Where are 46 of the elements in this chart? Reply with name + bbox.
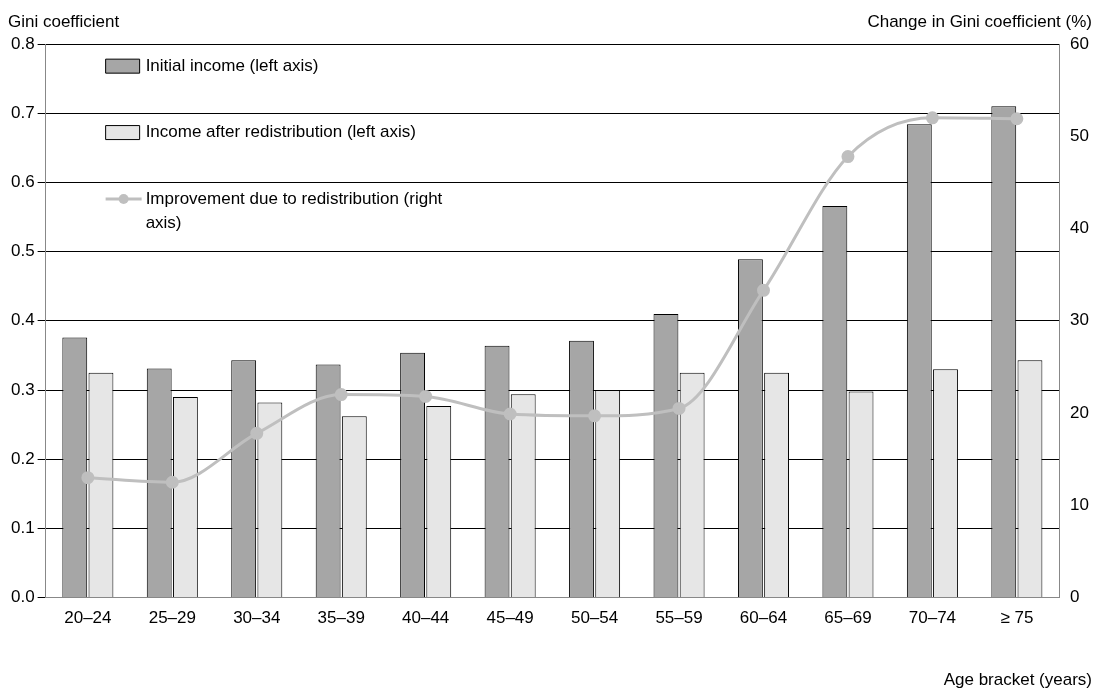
x-tick-label: ≥ 75 [1000,608,1034,628]
y-tick-label: 0.2 [10,448,35,468]
point [925,111,939,125]
y-axis-title: Gini coefficient [8,12,120,32]
point [1010,112,1024,126]
x-tick-label: 35–39 [317,608,365,628]
x-tick-label: 70–74 [908,608,957,628]
y2-tick-label: 40 [1070,218,1090,238]
point [165,475,179,489]
x-tick-label: 30–34 [233,608,281,628]
y2-axis-title: Change in Gini coefficient (%) [867,12,1092,32]
y-tick-label: 0.1 [10,518,35,538]
y2-tick-label: 50 [1070,125,1090,145]
y-tick-label: 0.0 [10,587,35,607]
point [419,389,433,403]
x-tick-label: 25–29 [148,608,196,628]
x-axis-title: Age bracket (years) [943,670,1092,690]
point [757,283,770,297]
legend-label: Income after redistribution (left axis) [145,122,416,142]
y-tick-label: 0.8 [10,33,35,53]
y-tick-label: 0.5 [10,241,35,261]
point [841,150,855,164]
y-tick-label: 0.6 [10,172,35,192]
point [334,388,348,402]
x-tick-label: 65–69 [824,608,872,628]
y-tick-label: 0.7 [10,102,35,122]
x-tick-label: 40–44 [402,608,450,628]
point [672,401,686,415]
y-tick-label: 0.3 [10,379,35,399]
y2-tick-label: 20 [1070,402,1090,422]
y2-tick-label: 0 [1070,587,1080,607]
point [81,471,95,485]
y2-tick-label: 10 [1070,495,1090,515]
legend-label: Initial income (left axis) [145,55,319,75]
x-tick-label: 50–54 [570,608,619,628]
y2-tick-label: 60 [1070,33,1090,53]
x-tick-label: 55–59 [655,608,703,628]
legend-label: Improvement due to redistribution (right axis) [145,188,443,232]
x-tick-label: 20–24 [64,608,112,628]
point [250,426,264,440]
y2-tick-label: 30 [1070,310,1090,330]
point [588,409,602,423]
y-tick-label: 0.4 [10,310,35,330]
x-tick-label: 45–49 [486,608,534,628]
point [503,407,517,421]
x-tick-label: 60–64 [739,608,788,628]
